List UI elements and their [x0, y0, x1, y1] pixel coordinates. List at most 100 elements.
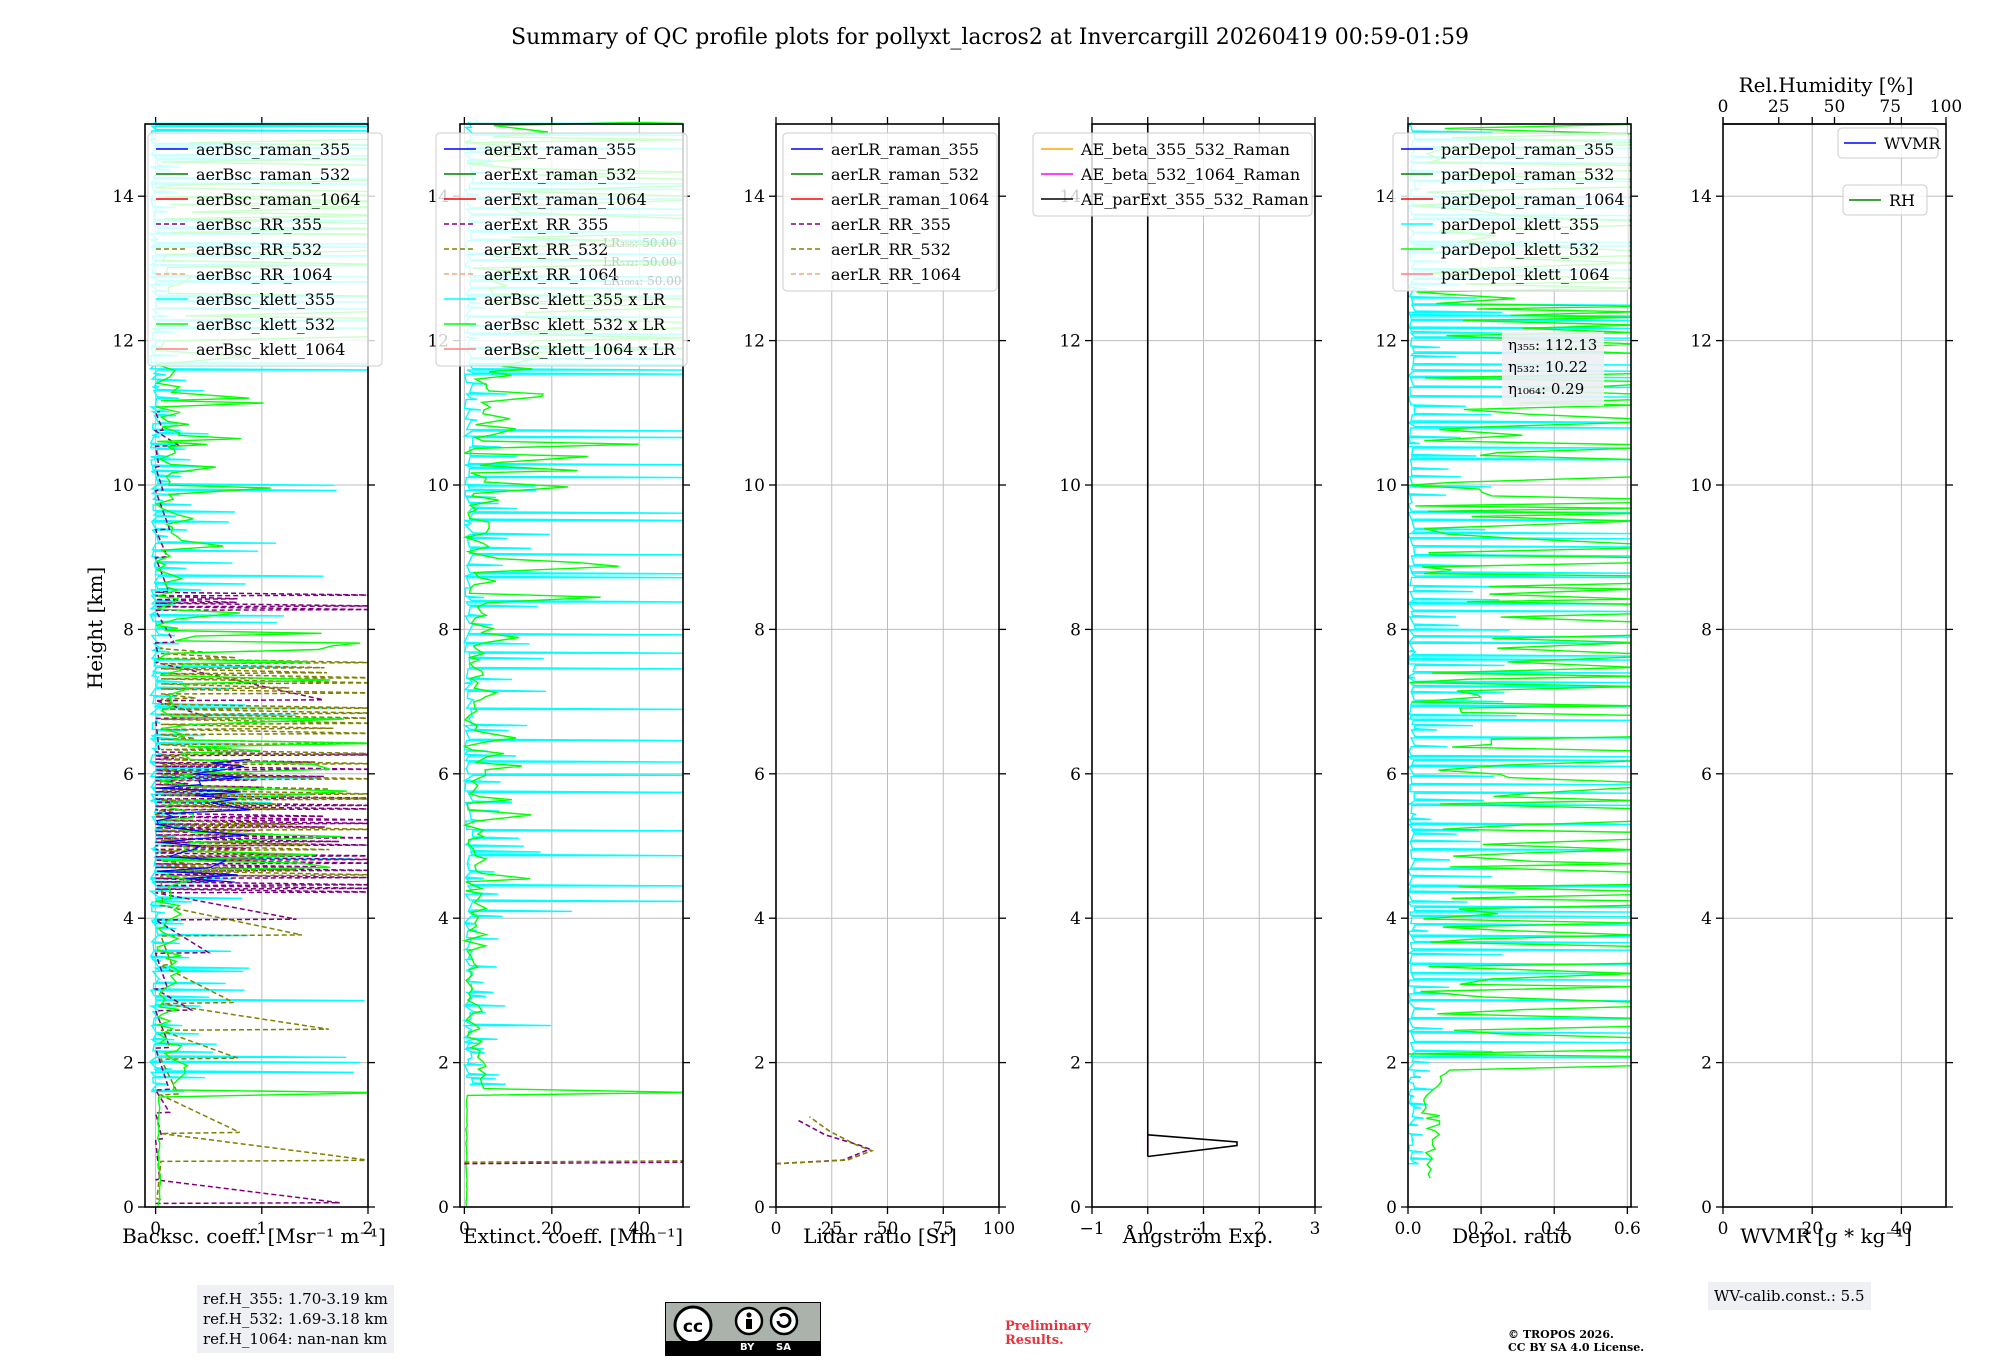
- legend-panel-5: parDepol_raman_355 parDepol_raman_532 parD…: [1392, 132, 1630, 292]
- legend-entry: aerLR_RR_355: [831, 215, 951, 234]
- x-tick-label: 0: [1718, 1219, 1729, 1239]
- top-label-rh: Rel.Humidity [%]: [1739, 73, 1914, 97]
- cc-badge-by: BY: [740, 1342, 755, 1353]
- series-parDepol-klett-532: [1408, 123, 1631, 1179]
- legend-entry: aerExt_RR_532: [484, 240, 608, 259]
- series-aerBsc-raman-355: [156, 758, 251, 883]
- x-tick-label: 1: [256, 1219, 267, 1239]
- y-tick-label: 6: [1386, 765, 1397, 785]
- legend-box: [1837, 127, 1939, 159]
- panel-plot-area-3: [776, 1116, 875, 1165]
- xlabel-extinction: Extinct. coeff. [Mm⁻¹]: [463, 1224, 683, 1248]
- legend-entry: aerBsc_klett_532 x LR: [484, 315, 666, 334]
- ref-height-355: ref.H_355: 1.70-3.19 km: [203, 1290, 388, 1308]
- y-tick-label: 12: [112, 332, 134, 352]
- y-tick-label: 6: [1070, 765, 1081, 785]
- xlabel-angstrom: Ångström Exp.: [1122, 1223, 1273, 1248]
- x-tick-label: 2: [363, 1219, 374, 1239]
- y-tick-label: 2: [1070, 1054, 1081, 1074]
- xlabel-lidar-ratio: Lidar ratio [Sr]: [803, 1224, 957, 1248]
- y-tick-label: 4: [1070, 909, 1081, 929]
- x-tick-label: 0.0: [1394, 1219, 1421, 1239]
- series-aerExt-RR-355: [464, 1161, 683, 1165]
- y-tick-label: 0: [123, 1198, 134, 1218]
- y-tick-label: 14: [1375, 187, 1397, 207]
- x-tick-label: 75: [932, 1219, 954, 1239]
- legend-entry: aerExt_raman_1064: [484, 190, 647, 209]
- y-tick-label: 12: [1375, 332, 1397, 352]
- rh-tick-label: 100: [1930, 97, 1962, 117]
- y-tick-label: 14: [1690, 187, 1712, 207]
- legend-entry: aerExt_RR_1064: [484, 265, 619, 284]
- sa-icon-arrow: [776, 1313, 792, 1328]
- y-tick-label: 2: [438, 1054, 449, 1074]
- legend-entry: aerLR_raman_1064: [831, 190, 989, 209]
- legend-entry: aerBsc_RR_355: [196, 215, 322, 234]
- plot-layer: 0246810121401202468101214020400246810121…: [112, 97, 1962, 1239]
- panel-frame-1: [144, 123, 369, 1208]
- legend-panel-6-RH: RH: [1842, 184, 1928, 216]
- legend-panel-1: aerBsc_raman_355 aerBsc_raman_532 aerBsc_r…: [147, 132, 383, 367]
- rh-tick-label: 50: [1824, 97, 1846, 117]
- eta-box: [1502, 332, 1604, 406]
- y-tick-label: 10: [1690, 476, 1712, 496]
- y-tick-label: 6: [1701, 765, 1712, 785]
- legend-entry: aerExt_raman_532: [484, 165, 637, 184]
- copyright-line-2: CC BY SA 4.0 License.: [1508, 1341, 1645, 1354]
- panel-6: 0 2 4 6 8 10 12 14 0 20 40 0 25 50 75 100: [1690, 97, 1962, 1239]
- legend-entry: aerLR_RR_1064: [831, 265, 961, 284]
- eta-532: η₅₃₂: 10.22: [1508, 358, 1588, 376]
- xlabel-backscatter: Backsc. coeff. [Msr⁻¹ m⁻¹]: [122, 1224, 386, 1248]
- legend-entry: AE_beta_355_532_Raman: [1080, 140, 1290, 159]
- y-tick-label: 6: [123, 765, 134, 785]
- legend-entry: aerBsc_raman_1064: [196, 190, 361, 209]
- y-tick-label: 8: [1070, 620, 1081, 640]
- wv-calib-box: WV-calib.const.: 5.5: [1708, 1282, 1871, 1310]
- legend-box: [435, 132, 688, 367]
- xlabel-depol: Depol. ratio: [1452, 1224, 1572, 1248]
- legend-entry: aerBsc_klett_1064: [196, 340, 345, 359]
- y-tick-label: 0: [754, 1198, 765, 1218]
- x-tick-label: 0.4: [1541, 1219, 1568, 1239]
- series-aerBsc-RR-532: [154, 647, 368, 1201]
- lr-label-532: LR₅₃₂: 50.00: [603, 255, 677, 269]
- series-aerLR_RR_532: [776, 1116, 875, 1165]
- cc-license-badge: cc BY SA: [665, 1302, 821, 1356]
- panel-frame-2: [459, 123, 684, 1208]
- legend-entry: aerExt_raman_355: [484, 140, 637, 159]
- rh-tick-label: 75: [1879, 97, 1901, 117]
- legend-entry: AE_parExt_355_532_Raman: [1080, 190, 1309, 209]
- legend-entry: aerBsc_klett_532: [196, 315, 335, 334]
- panel-plot-area-4: [1146, 124, 1238, 1158]
- y-tick-label: 8: [1386, 620, 1397, 640]
- ref-height-1064: ref.H_1064: nan-nan km: [203, 1330, 388, 1348]
- y-tick-label: 0: [438, 1198, 449, 1218]
- x-tick-label: 20: [541, 1219, 563, 1239]
- x-tick-label: 100: [983, 1219, 1015, 1239]
- x-tick-label: 40: [1891, 1219, 1913, 1239]
- series-aerExt-RR-532: [464, 1160, 683, 1163]
- legend-panel-3: aerLR_raman_355 aerLR_raman_532 aerLR_rama…: [782, 132, 998, 292]
- by-icon-head: [746, 1312, 752, 1318]
- y-tick-label: 4: [754, 909, 765, 929]
- legend-entry: aerBsc_RR_1064: [196, 265, 332, 284]
- y-tick-label: 2: [123, 1054, 134, 1074]
- cc-badge-icons: cc: [673, 1305, 799, 1345]
- y-tick-label: 12: [1059, 332, 1081, 352]
- legend-entry: parDepol_klett_532: [1441, 240, 1599, 259]
- y-tick-label: 4: [123, 909, 134, 929]
- y-tick-label: 6: [754, 765, 765, 785]
- y-tick-label: 2: [1701, 1054, 1712, 1074]
- eta-1064: η₁₀₆₄: 0.29: [1508, 380, 1584, 398]
- legend-box: [1842, 184, 1928, 216]
- legend-entry: AE_beta_532_1064_Raman: [1080, 165, 1300, 184]
- cc-badge-bar: BY SA: [666, 1341, 820, 1355]
- legend-panel-4: AE_beta_355_532_Raman AE_beta_532_1064_Ra…: [1032, 132, 1313, 217]
- legend-entry: aerBsc_klett_355: [196, 290, 335, 309]
- preliminary-note: Preliminary Results.: [1005, 1320, 1091, 1348]
- sa-icon: [769, 1306, 799, 1336]
- legend-entry: aerLR_raman_532: [831, 165, 979, 184]
- panel-3: 0 2 4 6 8 10 12 14 0 25 50 75 100: [743, 117, 1015, 1239]
- preliminary-line-1: Preliminary: [1005, 1319, 1091, 1334]
- ref-height-532: ref.H_532: 1.69-3.18 km: [203, 1310, 388, 1328]
